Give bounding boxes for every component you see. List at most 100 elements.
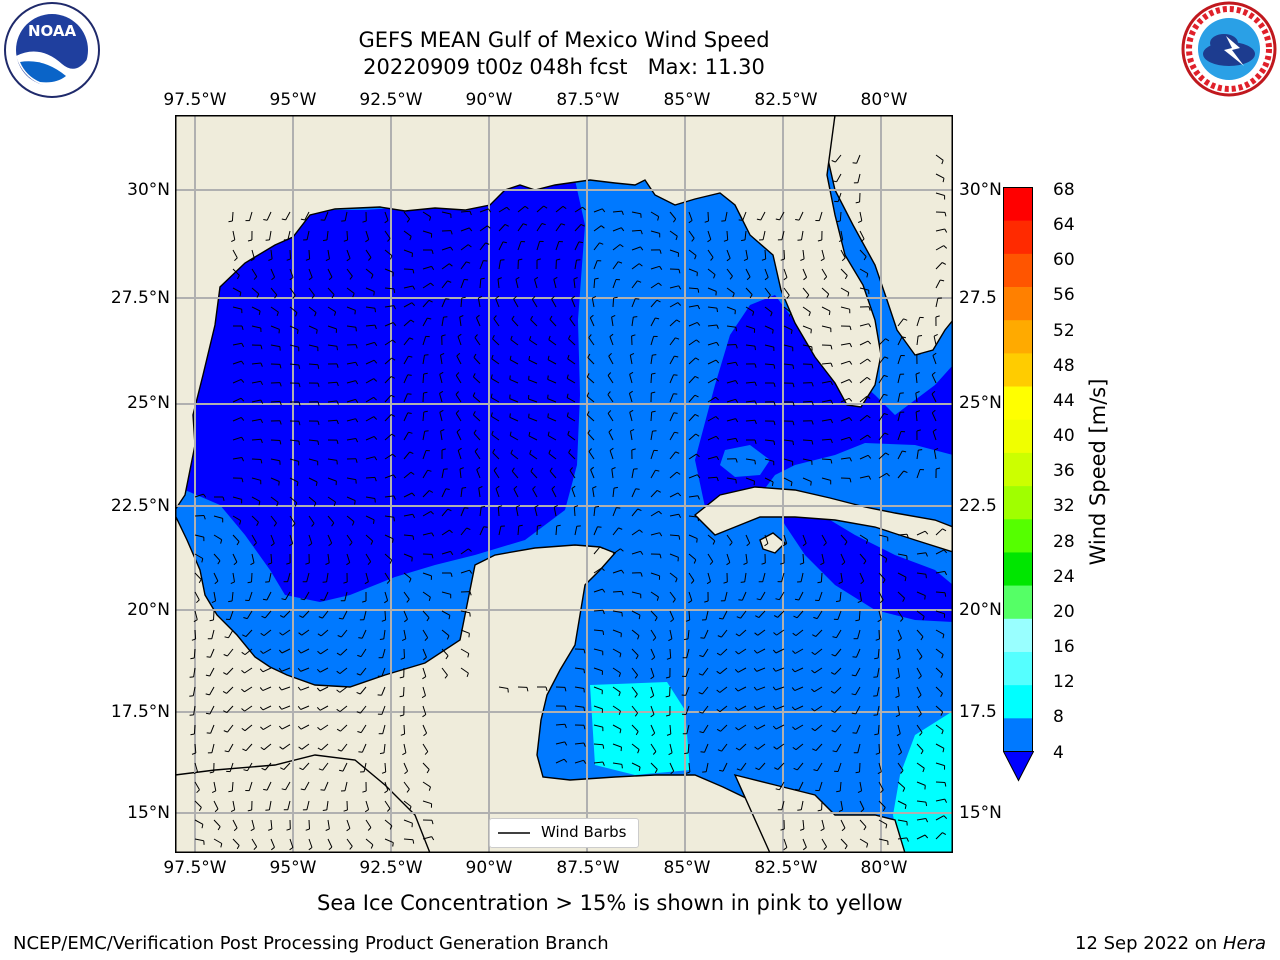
- wind-barb-flag: [932, 352, 937, 356]
- wind-barbs-legend-label: Wind Barbs: [541, 823, 627, 841]
- wind-barb-flag: [882, 807, 886, 812]
- wind-barb-flag: [299, 767, 304, 771]
- wind-barb-flag: [298, 364, 301, 369]
- wind-barb-flag: [844, 541, 848, 546]
- wind-barb: [783, 344, 793, 348]
- wind-barb-flag: [578, 241, 583, 244]
- wind-barb-flag: [716, 456, 720, 461]
- wind-barb-flag: [699, 655, 704, 658]
- wind-barb-flag: [716, 708, 721, 713]
- wind-barb-flag: [618, 261, 623, 264]
- wind-barb: [495, 298, 500, 308]
- wind-barb: [612, 227, 622, 232]
- wind-barb: [384, 838, 394, 844]
- wind-barb-flag: [863, 256, 867, 261]
- wind-barb-flag: [392, 842, 394, 847]
- wind-barb: [876, 686, 880, 696]
- wind-barb: [688, 230, 695, 239]
- wind-barb: [685, 667, 690, 677]
- wind-barb: [897, 572, 907, 578]
- wind-barb-flag: [916, 353, 921, 356]
- wind-barb-flag: [298, 441, 300, 446]
- wind-barb: [346, 553, 351, 563]
- wind-barb-flag: [735, 418, 739, 423]
- wind-barb-flag: [830, 672, 835, 675]
- wind-barb-flag: [650, 695, 654, 699]
- wind-barb-flag: [607, 391, 611, 395]
- wind-barb: [916, 800, 926, 803]
- wind-barb-flag: [223, 710, 228, 714]
- wind-barb-flag: [422, 714, 427, 718]
- wind-barb-flag: [830, 690, 835, 694]
- nws-logo: [1181, 1, 1277, 97]
- wind-barb-flag: [651, 732, 656, 737]
- wind-barb-flag: [697, 517, 699, 522]
- wind-barb-flag: [717, 635, 722, 638]
- wind-barb: [319, 667, 329, 673]
- wind-barb-flag: [867, 434, 871, 439]
- wind-barb: [302, 762, 310, 771]
- wind-barb-flag: [826, 293, 830, 298]
- wind-barb-flag: [583, 742, 586, 747]
- wind-barb-flag: [379, 752, 385, 755]
- wind-barb-flag: [849, 437, 853, 441]
- wind-barb-flag: [490, 412, 493, 417]
- wind-barb-flag: [502, 241, 508, 244]
- wind-barb: [650, 510, 659, 517]
- wind-barb: [213, 553, 221, 562]
- wind-barb: [455, 413, 462, 422]
- wind-barb: [703, 629, 709, 639]
- wind-barb: [460, 527, 467, 536]
- wind-barb: [517, 205, 526, 213]
- wind-barb-flag: [469, 591, 472, 596]
- wind-barb: [631, 469, 635, 479]
- wind-barb: [935, 781, 946, 783]
- wind-barb-flag: [409, 236, 412, 241]
- wind-barb: [650, 265, 660, 270]
- wind-barb: [707, 456, 717, 460]
- wind-barb-flag: [355, 418, 359, 423]
- wind-barb: [737, 705, 747, 711]
- wind-barb-flag: [735, 727, 739, 731]
- wind-barb-flag: [635, 298, 640, 300]
- wind-barb: [551, 298, 557, 308]
- wind-barb-flag: [621, 764, 623, 769]
- wind-barb-flag: [563, 758, 568, 763]
- wind-barb-flag: [791, 687, 796, 691]
- wind-barb-flag: [468, 633, 470, 638]
- wind-barb: [441, 508, 449, 517]
- wind-barb: [381, 667, 386, 677]
- wind-barb-flag: [608, 428, 613, 433]
- wind-barb-flag: [495, 485, 500, 489]
- wind-barb: [821, 553, 825, 563]
- wind-barb-flag: [924, 530, 929, 535]
- wind-barb: [897, 393, 901, 403]
- wind-barb-flag: [802, 542, 807, 547]
- wind-barb-flag: [518, 524, 523, 527]
- wind-barb: [457, 450, 462, 460]
- wind-barb: [213, 591, 217, 601]
- wind-barb: [612, 724, 622, 730]
- wind-barb: [403, 591, 410, 600]
- wind-barb: [609, 450, 614, 460]
- wind-barb: [339, 705, 348, 712]
- wind-barb: [688, 268, 698, 273]
- wind-barb: [740, 610, 747, 619]
- wind-barb: [834, 648, 842, 657]
- wind-barb: [707, 534, 716, 542]
- wind-barb: [340, 724, 348, 732]
- wind-barb-flag: [675, 236, 678, 241]
- wind-barb: [916, 552, 926, 555]
- wind-barb-flag: [675, 337, 680, 340]
- wind-barb: [403, 800, 412, 807]
- wind-barb: [529, 453, 538, 460]
- wind-barb-flag: [445, 655, 449, 660]
- wind-barb-flag: [338, 617, 343, 620]
- wind-barb-flag: [676, 319, 681, 323]
- wind-barb-flag: [250, 258, 255, 262]
- wind-barb: [631, 529, 640, 536]
- wind-barb-flag: [699, 731, 704, 734]
- wind-barb-flag: [223, 654, 228, 657]
- wind-barb: [795, 743, 804, 751]
- lon-label-bottom: 90°W: [465, 858, 513, 878]
